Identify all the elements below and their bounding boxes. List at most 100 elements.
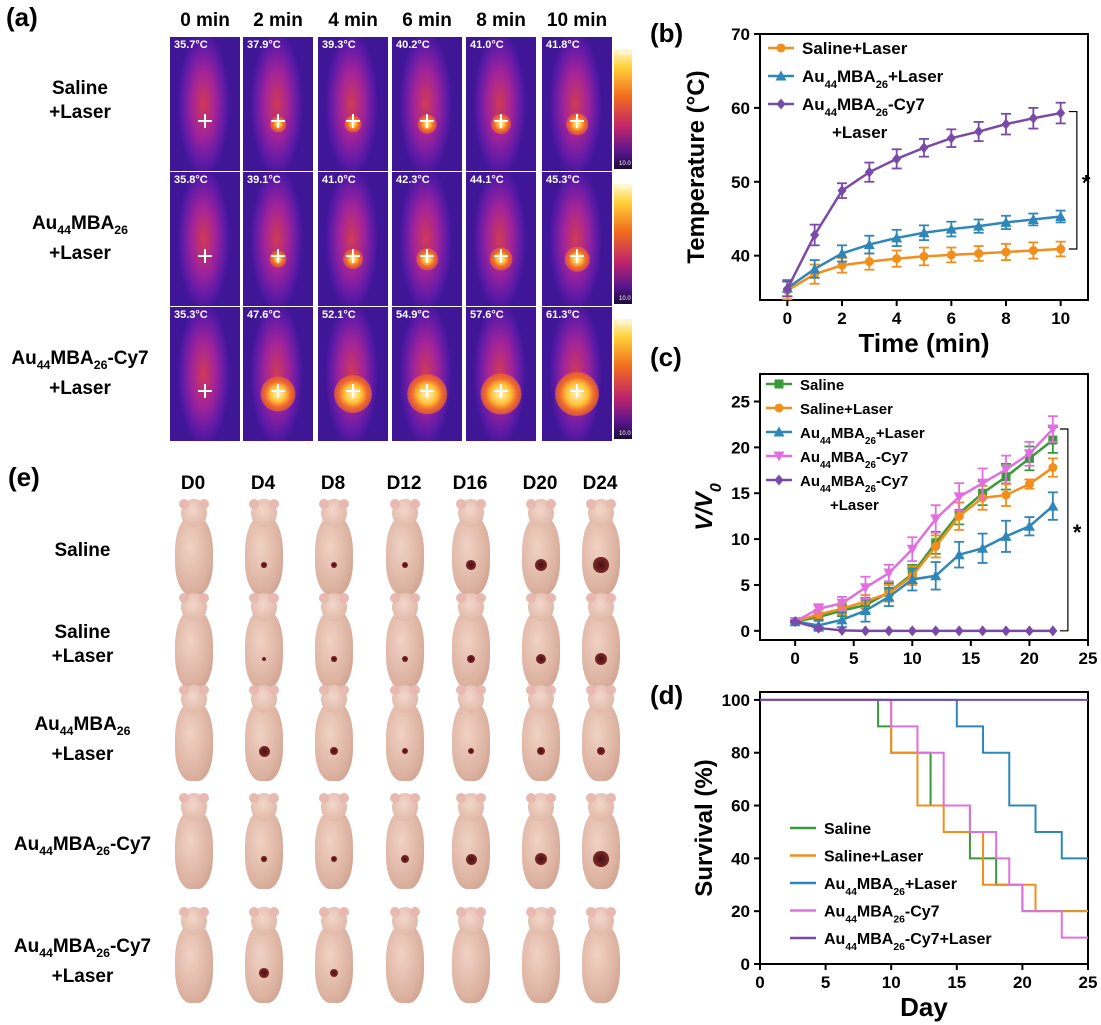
- mouse-ear: [476, 907, 486, 917]
- mouse-body: [245, 701, 283, 781]
- mouse-photo: [442, 905, 500, 1013]
- mouse-body: [245, 809, 283, 889]
- mouse-body: [315, 609, 353, 689]
- scale-min-label: 10.0: [619, 161, 631, 167]
- mouse-body: [315, 923, 353, 1003]
- legend-marker: [773, 451, 785, 462]
- series-au44mba26-cy7-laser: [790, 616, 1058, 637]
- y-tick-label: 0: [741, 622, 750, 641]
- day-header: D0: [180, 473, 206, 494]
- data-point: [1055, 211, 1067, 222]
- mouse-ear: [179, 793, 189, 803]
- legend-marker: [773, 426, 785, 437]
- crosshair-icon: [346, 249, 360, 264]
- tumor-spot: [594, 652, 608, 666]
- crosshair-icon: [346, 384, 360, 399]
- plot-frame: [759, 691, 1089, 965]
- data-point: [864, 257, 874, 267]
- thermal-image-grid: 0 min 2 min 4 min 6 min 8 min 10 min Saline +La…: [0, 0, 640, 450]
- data-point: [953, 492, 965, 503]
- chart-tumor-volume: 0 5 10 15 20 25 0 5 10 15 20 25 Day V/V0 Saline Saline+…: [691, 373, 1097, 672]
- y-tick-label: 0: [741, 955, 750, 974]
- temperature-readout: 41.0°C: [322, 174, 356, 186]
- legend-label: Au44MBA26+Laser: [824, 876, 957, 898]
- temperature-readout: 47.6°C: [247, 309, 281, 321]
- mouse-ear: [390, 593, 400, 603]
- data-point: [860, 625, 870, 637]
- legend-item: Saline+Laser: [766, 401, 893, 418]
- mouse-photo: [376, 497, 434, 605]
- legend-label: +Laser: [830, 497, 879, 514]
- mouse-photo: [165, 683, 223, 791]
- mouse-ear: [586, 685, 596, 695]
- legend-item: Au44MBA26-Cy7: [790, 904, 940, 925]
- mouse-photo: [235, 791, 293, 899]
- mouse-photo: [165, 791, 223, 899]
- data-point: [931, 541, 941, 551]
- mouse-body: [386, 515, 424, 595]
- data-point: [906, 544, 918, 555]
- mouse-photo: [572, 683, 630, 791]
- crosshair-icon: [570, 114, 584, 129]
- mouse-ear: [526, 499, 536, 509]
- data-point: [892, 153, 902, 165]
- legend-label: Saline: [824, 821, 871, 838]
- time-header: 6 min: [402, 10, 452, 31]
- y-tick-label: 80: [731, 744, 750, 763]
- mouse-ear: [476, 593, 486, 603]
- y-tick-label: 70: [731, 25, 750, 44]
- legend-item: Saline+Laser: [768, 39, 908, 58]
- legend-label: Au44MBA26-Cy7: [802, 95, 925, 119]
- data-point: [974, 126, 984, 138]
- mouse-body: [175, 701, 213, 781]
- tumor-spot: [401, 655, 409, 663]
- scale-max-label: 69.0: [619, 186, 631, 192]
- tumor-spot: [534, 558, 548, 572]
- thermal-image: 57.6°C: [466, 307, 536, 441]
- y-tick-label: 40: [731, 247, 750, 266]
- mouse-ear: [249, 499, 259, 509]
- legend-marker: [776, 98, 786, 110]
- mouse-ear: [199, 685, 209, 695]
- thermal-image: 35.3°C: [170, 307, 240, 441]
- chart-temperature: 0 2 4 6 8 10 40 50 60 70 Time (min) Temperature (°C…: [683, 25, 1091, 358]
- mouse-photo: [165, 591, 223, 699]
- mouse-photo: [235, 591, 293, 699]
- color-scale-bar: [614, 184, 632, 304]
- legend-label: Au44MBA26-Cy7: [800, 449, 908, 471]
- data-point: [836, 614, 848, 625]
- mouse-ear: [319, 907, 329, 917]
- thermal-row-label: Saline +Laser: [49, 78, 111, 123]
- crosshair-icon: [494, 249, 508, 264]
- tumor-spot: [330, 855, 338, 863]
- temperature-readout: 35.3°C: [174, 309, 208, 321]
- data-point: [859, 583, 871, 594]
- y-tick-label: 60: [731, 99, 750, 118]
- x-tick-label: 15: [947, 973, 966, 992]
- legend-marker: [776, 43, 786, 53]
- data-point: [836, 598, 848, 609]
- mouse-body: [175, 809, 213, 889]
- mouse-body: [245, 515, 283, 595]
- series-au44mba26-laser: [760, 698, 1088, 860]
- plot-frame: [759, 373, 1089, 641]
- tumor-spot: [535, 653, 547, 665]
- data-point: [930, 570, 942, 581]
- legend-marker: [774, 474, 784, 486]
- mouse-ear: [546, 793, 556, 803]
- day-header: D20: [522, 473, 558, 494]
- mouse-body: [386, 701, 424, 781]
- data-point: [1001, 625, 1011, 637]
- mouse-ear: [249, 685, 259, 695]
- data-point: [1048, 463, 1058, 473]
- mouse-photo: [512, 791, 570, 899]
- data-point: [977, 478, 989, 489]
- data-point: [1056, 244, 1066, 254]
- mouse-ear: [606, 907, 616, 917]
- crosshair-icon: [494, 384, 508, 399]
- y-tick-label: 40: [731, 849, 750, 868]
- tumor-spot: [534, 852, 548, 866]
- legend-label: Au44MBA26-Cy7: [800, 473, 908, 495]
- temperature-readout: 41.8°C: [546, 39, 580, 51]
- mouse-photo: [305, 683, 363, 791]
